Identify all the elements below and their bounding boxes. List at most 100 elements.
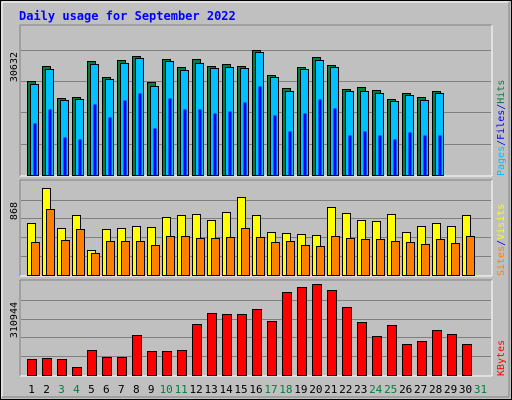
bar-pages-day-4: [78, 139, 82, 176]
bar-kbytes-day-4: [72, 367, 82, 376]
x-tick-label: 22: [339, 383, 352, 396]
bar-kbytes-day-23: [357, 322, 367, 376]
bar-kbytes-day-30: [462, 344, 472, 376]
bar-pages-day-17: [273, 115, 277, 176]
x-tick-label: 5: [88, 383, 95, 396]
bar-sites-day-29: [451, 243, 460, 276]
x-tick-label: 16: [249, 383, 262, 396]
bar-kbytes-day-25: [387, 325, 397, 376]
bar-pages-day-6: [108, 117, 112, 176]
x-tick-label: 28: [429, 383, 442, 396]
x-tick-label: 15: [234, 383, 247, 396]
bar-sites-day-5: [91, 253, 100, 276]
x-tick-label: 8: [133, 383, 140, 396]
bar-kbytes-day-26: [402, 344, 412, 376]
x-tick-label: 29: [444, 383, 457, 396]
legend-item: /: [496, 104, 507, 110]
x-tick-label: 9: [148, 383, 155, 396]
bar-kbytes-day-13: [207, 313, 217, 376]
bar-pages-day-5: [93, 104, 97, 176]
x-tick-label: 1: [28, 383, 35, 396]
bar-sites-day-10: [166, 236, 175, 276]
bar-sites-day-7: [121, 241, 130, 276]
bar-pages-day-23: [363, 131, 367, 176]
bar-pages-day-22: [348, 135, 352, 176]
bar-pages-day-9: [153, 128, 157, 176]
bar-kbytes-day-1: [27, 359, 37, 376]
bar-sites-day-27: [421, 244, 430, 276]
bar-kbytes-day-14: [222, 314, 232, 376]
panel-hits-files-pages: 30632 Pages/Files/Hits: [9, 24, 507, 177]
bar-kbytes-day-18: [282, 292, 292, 376]
bar-pages-day-27: [423, 135, 427, 176]
x-tick-label: 18: [279, 383, 292, 396]
bar-sites-day-13: [211, 238, 220, 276]
bar-pages-day-8: [138, 93, 142, 176]
y-max-label: 30632: [9, 52, 20, 82]
bar-sites-day-6: [106, 241, 115, 276]
legend-item: /: [496, 140, 507, 146]
bar-sites-day-24: [376, 239, 385, 276]
x-tick-label: 17: [264, 383, 277, 396]
bar-sites-day-18: [286, 241, 295, 276]
legend-hits-files-pages: Pages/Files/Hits: [496, 80, 507, 176]
bar-kbytes-day-7: [117, 357, 127, 376]
y-max-label: 868: [9, 202, 20, 220]
bar-pages-day-13: [213, 113, 217, 176]
bar-pages-day-21: [333, 108, 337, 176]
series-sites: [31, 209, 475, 276]
bar-sites-day-12: [196, 238, 205, 276]
bar-kbytes-day-22: [342, 307, 352, 376]
x-tick-label: 27: [414, 383, 427, 396]
bar-kbytes-day-10: [162, 351, 172, 376]
bar-sites-day-22: [346, 238, 355, 276]
legend-item: Files: [496, 110, 507, 140]
bar-kbytes-day-21: [327, 290, 337, 376]
bar-sites-day-2: [46, 209, 55, 276]
bar-sites-day-21: [331, 236, 340, 276]
bar-pages-day-1: [33, 123, 37, 176]
bar-pages-day-12: [198, 109, 202, 176]
bar-pages-day-28: [438, 135, 442, 176]
x-tick-label: 4: [73, 383, 80, 396]
bar-pages-day-24: [378, 135, 382, 176]
bar-kbytes-day-24: [372, 336, 382, 376]
legend-item: /: [496, 240, 507, 246]
panel-kbytes: 310944 KBytes: [9, 279, 507, 377]
bar-sites-day-16: [256, 237, 265, 276]
bar-sites-day-3: [61, 240, 70, 276]
x-tick-label: 26: [399, 383, 412, 396]
bar-kbytes-day-15: [237, 314, 247, 376]
bar-sites-day-19: [301, 245, 310, 276]
bar-sites-day-8: [136, 241, 145, 276]
x-tick-label: 21: [324, 383, 337, 396]
x-tick-label: 7: [118, 383, 125, 396]
bar-kbytes-day-9: [147, 351, 157, 376]
bar-kbytes-day-20: [312, 284, 322, 376]
legend-item: Sites: [496, 246, 507, 276]
bar-kbytes-day-6: [102, 357, 112, 376]
x-tick-label: 14: [219, 383, 233, 396]
bar-sites-day-14: [226, 237, 235, 276]
x-axis-day-labels: 1 2 3 4 5 6 7 8 9 10 11 12 13 14 15 16 17 18 19 20 21 22 23 24 2…: [28, 383, 487, 396]
bar-kbytes-day-27: [417, 341, 427, 376]
x-tick-label: 31: [474, 383, 487, 396]
bar-pages-day-2: [48, 109, 52, 176]
bar-kbytes-day-11: [177, 350, 187, 376]
bar-kbytes-day-2: [42, 358, 52, 376]
x-tick-label: 11: [175, 383, 188, 396]
x-tick-label: 2: [43, 383, 50, 396]
chart-title: Daily usage for September 2022: [19, 9, 236, 23]
bar-kbytes-day-16: [252, 309, 262, 376]
panel-visits-sites: 868 Sites/Visits: [9, 179, 507, 277]
legend-item: Pages: [496, 146, 507, 176]
bar-pages-day-16: [258, 86, 262, 176]
bar-pages-day-18: [288, 131, 292, 176]
x-tick-label: 23: [354, 383, 367, 396]
bar-pages-day-14: [228, 111, 232, 176]
bar-kbytes-day-3: [57, 359, 67, 376]
legend-kbytes: KBytes: [496, 340, 507, 376]
bar-kbytes-day-19: [297, 287, 307, 376]
